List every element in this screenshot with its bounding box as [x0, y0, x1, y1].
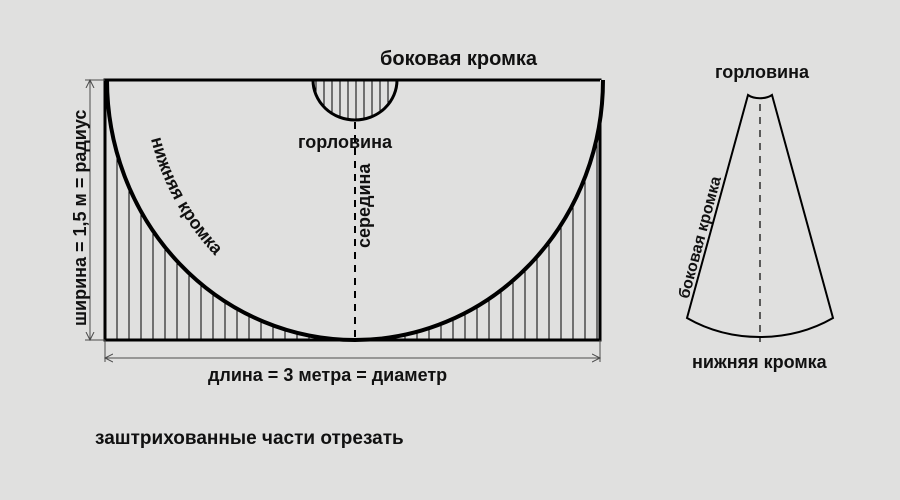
label-top-edge: боковая кромка: [380, 48, 537, 71]
caption: заштрихованные части отрезать: [95, 428, 404, 450]
label-center: середина: [354, 164, 375, 248]
label-right-bottom: нижняя кромка: [692, 352, 827, 373]
label-width: ширина = 1,5 м = радиус: [70, 110, 91, 326]
label-length: длина = 3 метра = диаметр: [208, 365, 447, 386]
label-right-top: горловина: [715, 62, 809, 83]
label-neck: горловина: [298, 132, 392, 153]
